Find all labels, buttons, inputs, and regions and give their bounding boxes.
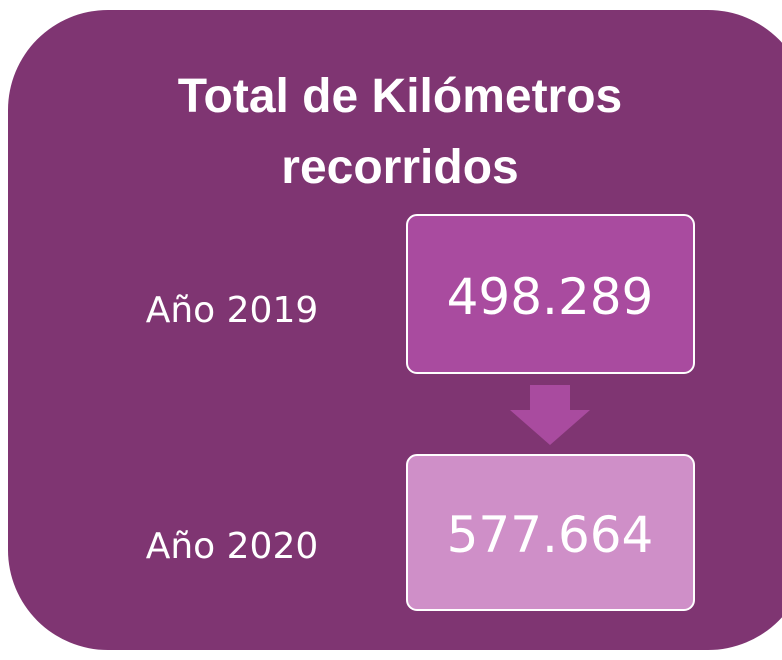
year-label: Año 2019 — [146, 290, 319, 331]
year-label: Año 2020 — [146, 526, 319, 567]
title-line-1: Total de Kilómetros — [178, 70, 623, 123]
title-line-2: recorridos — [281, 141, 518, 194]
km-value: 577.664 — [447, 506, 654, 564]
km-value: 498.289 — [447, 268, 654, 326]
infographic: Total de Kilómetros recorridos Año 2019 … — [0, 0, 782, 660]
